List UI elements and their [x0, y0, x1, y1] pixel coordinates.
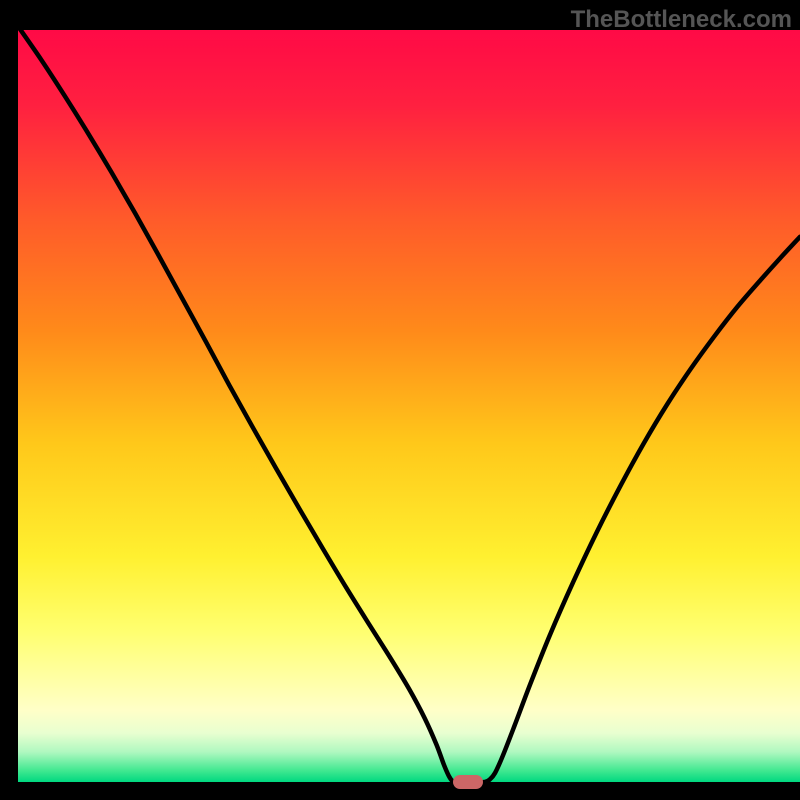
chart-container: TheBottleneck.com: [0, 0, 800, 800]
gradient-background: [18, 30, 800, 782]
plot-area: [18, 30, 800, 782]
watermark-text: TheBottleneck.com: [571, 6, 792, 34]
plot-svg: [18, 30, 800, 782]
bottleneck-marker: [453, 775, 483, 789]
